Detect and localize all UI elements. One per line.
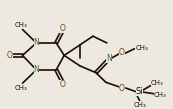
Text: N: N — [34, 38, 39, 47]
Text: CH₃: CH₃ — [151, 80, 164, 86]
Text: CH₃: CH₃ — [135, 45, 148, 51]
Text: O: O — [7, 51, 13, 60]
Text: O: O — [119, 48, 125, 57]
Text: CH₃: CH₃ — [14, 85, 27, 91]
Text: Si: Si — [136, 87, 143, 96]
Text: O: O — [119, 83, 125, 93]
Text: O: O — [59, 24, 65, 33]
Text: N: N — [34, 65, 39, 74]
Text: CH₃: CH₃ — [133, 102, 146, 108]
Text: CH₃: CH₃ — [154, 92, 167, 98]
Text: O: O — [59, 80, 65, 89]
Text: N: N — [106, 54, 112, 63]
Text: CH₃: CH₃ — [14, 22, 27, 28]
